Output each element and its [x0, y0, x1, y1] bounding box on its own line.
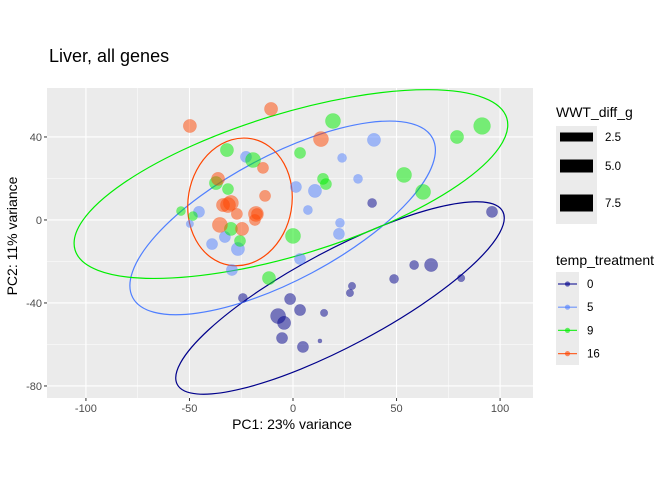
size-legend-key: [560, 194, 593, 212]
point-temp-5: [353, 174, 363, 184]
point-temp-16: [264, 102, 278, 116]
point-temp-0: [294, 304, 306, 316]
axis-ticks: -100 -50 0 50 100 40 0 -40 -80: [26, 132, 509, 415]
size-legend-label: 2.5: [605, 132, 621, 144]
point-temp-16: [249, 214, 261, 226]
y-tick-label: 40: [30, 132, 42, 144]
y-tick-label: 0: [36, 215, 42, 227]
point-temp-5: [185, 219, 194, 228]
point-temp-5: [335, 217, 345, 228]
size-legend-title: WWT_diff_g: [556, 104, 633, 120]
point-temp-9: [188, 211, 198, 221]
point-temp-16: [216, 198, 230, 212]
chart-title: Liver, all genes: [49, 46, 169, 66]
point-temp-0: [317, 338, 323, 344]
size-legend-label: 5.0: [605, 161, 621, 173]
size-legend: 2.5 5.0 7.5: [560, 132, 621, 212]
data-points: [176, 102, 498, 353]
point-temp-16: [211, 171, 225, 186]
point-temp-9: [415, 184, 431, 200]
point-temp-0: [486, 205, 498, 218]
point-temp-0: [320, 308, 329, 317]
color-legend-title: temp_treatment: [556, 252, 654, 268]
point-temp-0: [389, 274, 399, 284]
point-temp-9: [222, 183, 234, 195]
point-temp-5: [308, 184, 322, 198]
color-legend-label: 9: [587, 325, 593, 337]
x-tick-label: 100: [491, 403, 509, 415]
point-temp-0: [277, 315, 292, 330]
y-axis-label: PC2: 11% variance: [4, 176, 20, 295]
point-temp-9: [262, 271, 276, 285]
point-temp-16: [235, 221, 249, 236]
point-temp-5: [290, 181, 302, 193]
point-temp-9: [234, 235, 246, 247]
point-temp-9: [450, 130, 464, 144]
point-temp-0: [284, 293, 296, 305]
point-temp-0: [367, 198, 377, 208]
ellipse-temp-9: [73, 89, 509, 280]
color-legend-label: 5: [587, 302, 593, 314]
point-temp-5: [206, 238, 218, 250]
color-legend-point: [564, 351, 571, 357]
point-temp-9: [320, 178, 332, 190]
point-temp-16: [257, 161, 269, 174]
y-tick-label: -40: [26, 298, 42, 310]
point-temp-0: [424, 258, 439, 272]
point-temp-9: [176, 206, 186, 216]
point-temp-16: [259, 190, 271, 202]
point-temp-5: [226, 264, 238, 276]
color-legend-keys: [556, 272, 579, 365]
point-temp-16: [182, 119, 197, 133]
color-legend: 0 5 9 16: [558, 279, 600, 361]
point-temp-16: [313, 131, 329, 147]
point-temp-0: [345, 288, 354, 298]
x-tick-label: -50: [182, 403, 198, 415]
point-temp-9: [245, 152, 261, 168]
size-legend-key: [560, 159, 593, 173]
point-temp-5: [294, 253, 306, 265]
color-legend-point: [564, 304, 571, 310]
color-legend-point: [564, 281, 571, 287]
point-temp-5: [303, 205, 313, 215]
x-tick-label: 50: [390, 403, 402, 415]
size-legend-label: 7.5: [605, 198, 621, 210]
point-temp-9: [396, 167, 412, 183]
point-temp-0: [276, 332, 288, 344]
point-temp-0: [457, 274, 466, 283]
point-temp-5: [333, 227, 345, 240]
x-tick-label: 0: [290, 403, 296, 415]
ellipse-temp-0: [175, 201, 505, 395]
point-temp-16: [212, 217, 228, 233]
point-temp-16: [230, 208, 243, 220]
point-temp-9: [220, 143, 234, 157]
point-temp-9: [325, 113, 341, 129]
point-temp-5: [367, 132, 381, 147]
color-legend-label: 0: [587, 279, 593, 291]
point-temp-0: [347, 281, 357, 290]
point-temp-0: [238, 293, 248, 303]
color-legend-label: 16: [587, 349, 600, 361]
point-temp-9: [294, 147, 306, 159]
point-temp-9: [285, 228, 301, 244]
x-axis-label: PC1: 23% variance: [232, 416, 352, 432]
point-temp-0: [409, 260, 420, 270]
color-legend-point: [564, 327, 571, 333]
point-temp-0: [297, 341, 309, 353]
ellipse-temp-16: [187, 137, 293, 267]
point-temp-5: [337, 153, 347, 163]
point-temp-9: [473, 117, 491, 135]
x-tick-label: -100: [75, 403, 97, 415]
size-legend-key: [560, 132, 593, 142]
y-tick-label: -80: [26, 381, 42, 393]
